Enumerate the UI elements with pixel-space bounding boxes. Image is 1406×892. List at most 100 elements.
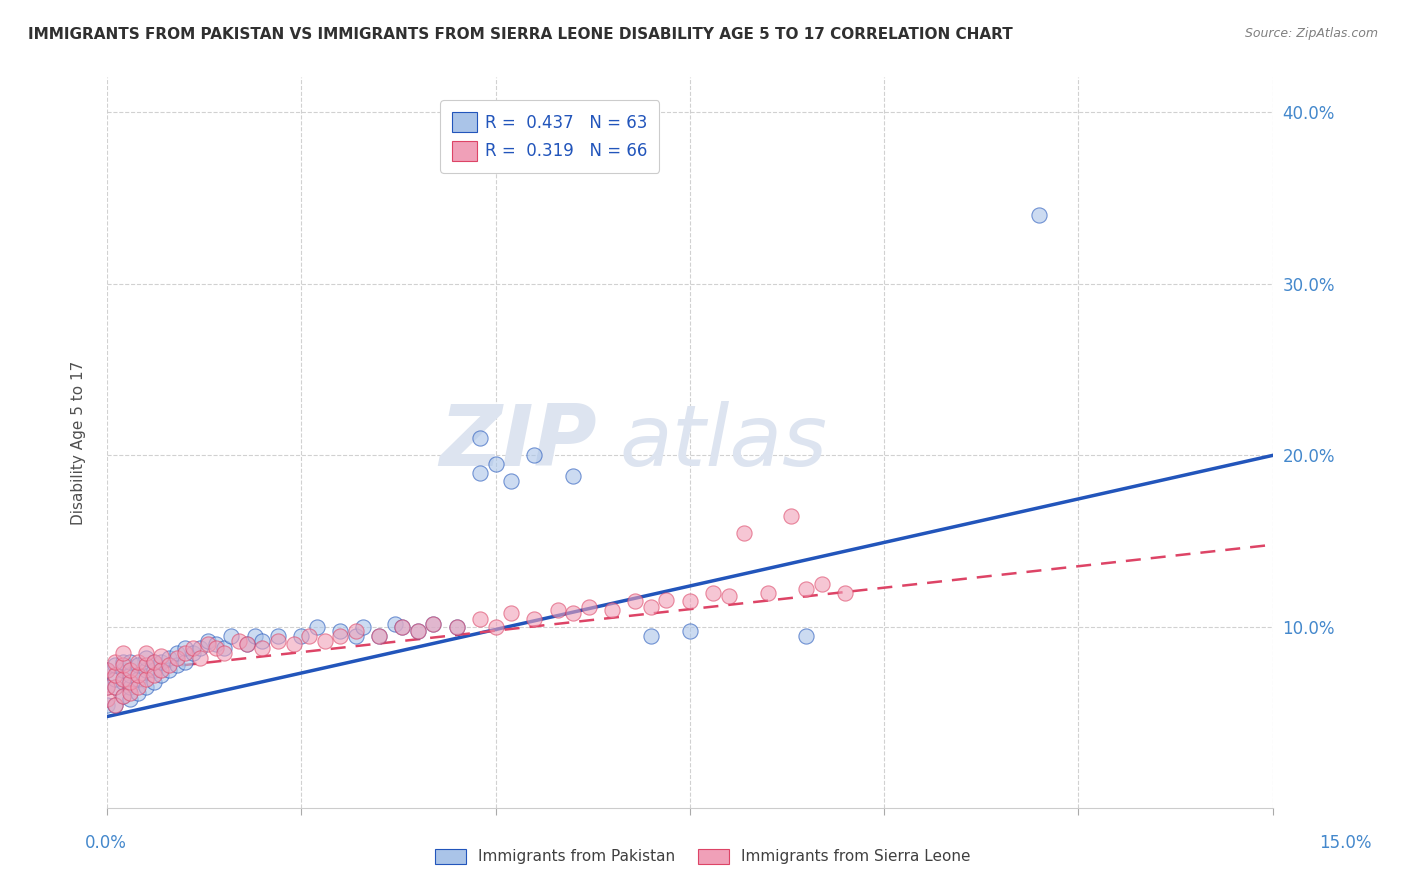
Point bbox=[212, 640, 235, 655]
Text: atlas: atlas bbox=[620, 401, 828, 484]
Point bbox=[283, 637, 305, 651]
Point bbox=[96, 681, 118, 695]
Point bbox=[120, 675, 142, 690]
Point bbox=[120, 692, 142, 706]
Point bbox=[96, 663, 118, 677]
Point bbox=[135, 672, 157, 686]
Point bbox=[166, 658, 188, 673]
Point bbox=[104, 698, 127, 712]
Legend: R =  0.437   N = 63, R =  0.319   N = 66: R = 0.437 N = 63, R = 0.319 N = 66 bbox=[440, 101, 659, 173]
Point bbox=[523, 612, 546, 626]
Point bbox=[368, 629, 391, 643]
Point bbox=[197, 637, 219, 651]
Point bbox=[127, 681, 149, 695]
Point bbox=[104, 698, 127, 712]
Point bbox=[406, 624, 429, 638]
Point bbox=[446, 620, 468, 634]
Point bbox=[406, 624, 429, 638]
Point bbox=[142, 655, 165, 669]
Point bbox=[150, 668, 173, 682]
Point bbox=[267, 629, 290, 643]
Point bbox=[756, 586, 779, 600]
Point bbox=[135, 651, 157, 665]
Point bbox=[600, 603, 623, 617]
Point bbox=[111, 675, 134, 690]
Point bbox=[104, 668, 127, 682]
Point bbox=[104, 672, 127, 686]
Point bbox=[305, 620, 328, 634]
Point bbox=[501, 474, 523, 488]
Point bbox=[779, 508, 801, 523]
Point bbox=[181, 640, 204, 655]
Point bbox=[578, 599, 600, 614]
Point bbox=[468, 466, 491, 480]
Point bbox=[655, 592, 678, 607]
Point bbox=[142, 655, 165, 669]
Point bbox=[96, 663, 118, 677]
Point bbox=[157, 663, 180, 677]
Point bbox=[142, 663, 165, 677]
Y-axis label: Disability Age 5 to 17: Disability Age 5 to 17 bbox=[72, 360, 86, 524]
Point bbox=[484, 457, 506, 471]
Point bbox=[111, 658, 134, 673]
Point bbox=[344, 624, 367, 638]
Point bbox=[212, 646, 235, 660]
Point bbox=[120, 685, 142, 699]
Point bbox=[243, 629, 266, 643]
Point bbox=[188, 640, 211, 655]
Point bbox=[422, 616, 444, 631]
Point bbox=[127, 685, 149, 699]
Point bbox=[391, 620, 413, 634]
Point bbox=[205, 640, 228, 655]
Point bbox=[679, 594, 702, 608]
Point bbox=[127, 655, 149, 669]
Point bbox=[120, 655, 142, 669]
Point bbox=[811, 577, 834, 591]
Point bbox=[205, 637, 228, 651]
Point bbox=[142, 675, 165, 690]
Point bbox=[640, 599, 662, 614]
Point bbox=[796, 582, 818, 597]
Point bbox=[679, 624, 702, 638]
Point bbox=[468, 612, 491, 626]
Point bbox=[290, 629, 312, 643]
Point bbox=[157, 651, 180, 665]
Point bbox=[157, 658, 180, 673]
Point bbox=[368, 629, 391, 643]
Point bbox=[104, 655, 127, 669]
Point bbox=[120, 663, 142, 677]
Point bbox=[120, 681, 142, 695]
Point bbox=[252, 640, 274, 655]
Point bbox=[236, 637, 259, 651]
Point bbox=[96, 698, 118, 712]
Point bbox=[314, 634, 336, 648]
Point bbox=[1028, 208, 1050, 222]
Point bbox=[135, 646, 157, 660]
Point bbox=[173, 640, 195, 655]
Point bbox=[344, 629, 367, 643]
Point bbox=[624, 594, 647, 608]
Point bbox=[236, 637, 259, 651]
Point bbox=[221, 629, 243, 643]
Point bbox=[329, 624, 352, 638]
Point bbox=[188, 651, 211, 665]
Point bbox=[523, 449, 546, 463]
Point bbox=[111, 663, 134, 677]
Point bbox=[228, 634, 250, 648]
Point bbox=[298, 629, 321, 643]
Point bbox=[150, 655, 173, 669]
Point bbox=[173, 646, 195, 660]
Text: ZIP: ZIP bbox=[439, 401, 596, 484]
Point bbox=[468, 431, 491, 445]
Point bbox=[135, 681, 157, 695]
Point bbox=[267, 634, 290, 648]
Point bbox=[127, 668, 149, 682]
Point bbox=[104, 658, 127, 673]
Point bbox=[446, 620, 468, 634]
Point bbox=[150, 649, 173, 664]
Point bbox=[166, 651, 188, 665]
Point bbox=[111, 689, 134, 703]
Point bbox=[111, 655, 134, 669]
Point bbox=[127, 658, 149, 673]
Point bbox=[329, 629, 352, 643]
